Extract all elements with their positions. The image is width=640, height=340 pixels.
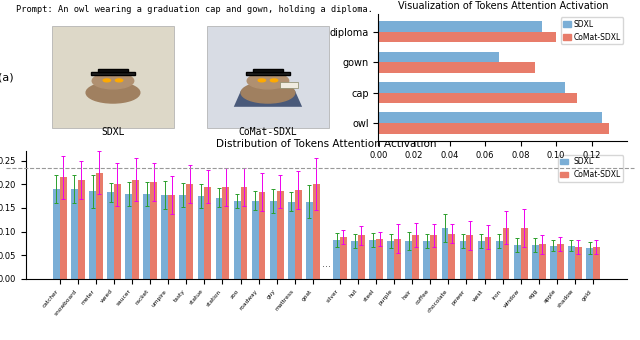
Text: CoMat-SDXL: CoMat-SDXL — [239, 127, 298, 137]
FancyBboxPatch shape — [207, 27, 329, 129]
Bar — [412, 235, 419, 279]
Bar — [313, 184, 320, 279]
Bar — [378, 92, 577, 103]
Bar — [467, 235, 474, 279]
Title: Visualization of Tokens Attention Activation: Visualization of Tokens Attention Activa… — [397, 1, 608, 12]
FancyBboxPatch shape — [91, 72, 135, 75]
Bar — [288, 202, 295, 279]
Bar — [295, 190, 301, 279]
Bar — [276, 191, 284, 279]
Circle shape — [241, 82, 295, 103]
Bar — [340, 237, 347, 279]
Bar — [168, 195, 175, 279]
Bar — [387, 241, 394, 279]
Bar — [89, 191, 96, 279]
Bar — [53, 189, 60, 279]
Circle shape — [270, 79, 278, 82]
FancyBboxPatch shape — [280, 82, 298, 88]
Bar — [114, 184, 121, 279]
FancyBboxPatch shape — [99, 69, 127, 72]
Bar — [378, 21, 542, 32]
Bar — [161, 195, 168, 279]
Bar — [125, 194, 132, 279]
FancyBboxPatch shape — [246, 72, 290, 75]
Text: ...: ... — [322, 259, 331, 269]
Bar — [78, 180, 84, 279]
Bar — [514, 245, 521, 279]
Bar — [71, 189, 78, 279]
Bar — [60, 177, 67, 279]
Title: Distribution of Tokens Attention Activation: Distribution of Tokens Attention Activat… — [216, 139, 436, 149]
Legend: SDXL, CoMat-SDXL: SDXL, CoMat-SDXL — [561, 17, 623, 44]
Bar — [378, 112, 602, 123]
Bar — [449, 234, 455, 279]
Bar — [223, 187, 229, 279]
Circle shape — [103, 79, 111, 82]
Text: SDXL: SDXL — [101, 127, 125, 137]
Bar — [241, 187, 248, 279]
Circle shape — [115, 79, 123, 82]
Bar — [460, 241, 467, 279]
Bar — [96, 173, 103, 279]
Bar — [306, 202, 313, 279]
Bar — [442, 228, 449, 279]
Bar — [405, 241, 412, 279]
Bar — [234, 201, 241, 279]
Bar — [216, 198, 223, 279]
FancyBboxPatch shape — [253, 69, 283, 72]
Bar — [378, 123, 609, 134]
Bar — [107, 192, 114, 279]
Bar — [557, 244, 564, 279]
Bar — [378, 52, 499, 62]
Bar — [252, 201, 259, 279]
Bar — [179, 195, 186, 279]
Bar — [532, 245, 539, 279]
Bar — [378, 62, 535, 73]
FancyBboxPatch shape — [52, 27, 174, 129]
Bar — [575, 247, 582, 279]
Bar — [369, 240, 376, 279]
Bar — [586, 248, 593, 279]
Bar — [539, 244, 546, 279]
Bar — [496, 241, 502, 279]
Bar — [593, 247, 600, 279]
Circle shape — [86, 82, 140, 103]
Bar — [502, 228, 509, 279]
Bar — [351, 241, 358, 279]
Bar — [132, 180, 139, 279]
Circle shape — [92, 73, 134, 89]
Bar — [376, 239, 383, 279]
Bar — [568, 246, 575, 279]
Legend: SDXL, CoMat-SDXL: SDXL, CoMat-SDXL — [558, 155, 623, 182]
Bar — [484, 237, 492, 279]
Bar — [430, 235, 437, 279]
Bar — [394, 239, 401, 279]
Bar — [358, 235, 365, 279]
Bar — [186, 184, 193, 279]
Text: Prompt: An owl wearing a graduation cap and gown, holding a diploma.: Prompt: An owl wearing a graduation cap … — [16, 5, 373, 14]
Bar — [143, 194, 150, 279]
Bar — [378, 82, 565, 92]
Bar — [204, 187, 211, 279]
Text: (a): (a) — [0, 72, 13, 82]
Bar — [270, 201, 276, 279]
Bar — [198, 196, 204, 279]
Bar — [378, 32, 556, 42]
Bar — [477, 241, 484, 279]
Bar — [521, 228, 527, 279]
Bar — [550, 246, 557, 279]
Bar — [333, 240, 340, 279]
Bar — [259, 192, 266, 279]
Circle shape — [247, 73, 289, 89]
Polygon shape — [234, 90, 302, 107]
Circle shape — [258, 79, 266, 82]
Bar — [424, 241, 430, 279]
Bar — [150, 182, 157, 279]
